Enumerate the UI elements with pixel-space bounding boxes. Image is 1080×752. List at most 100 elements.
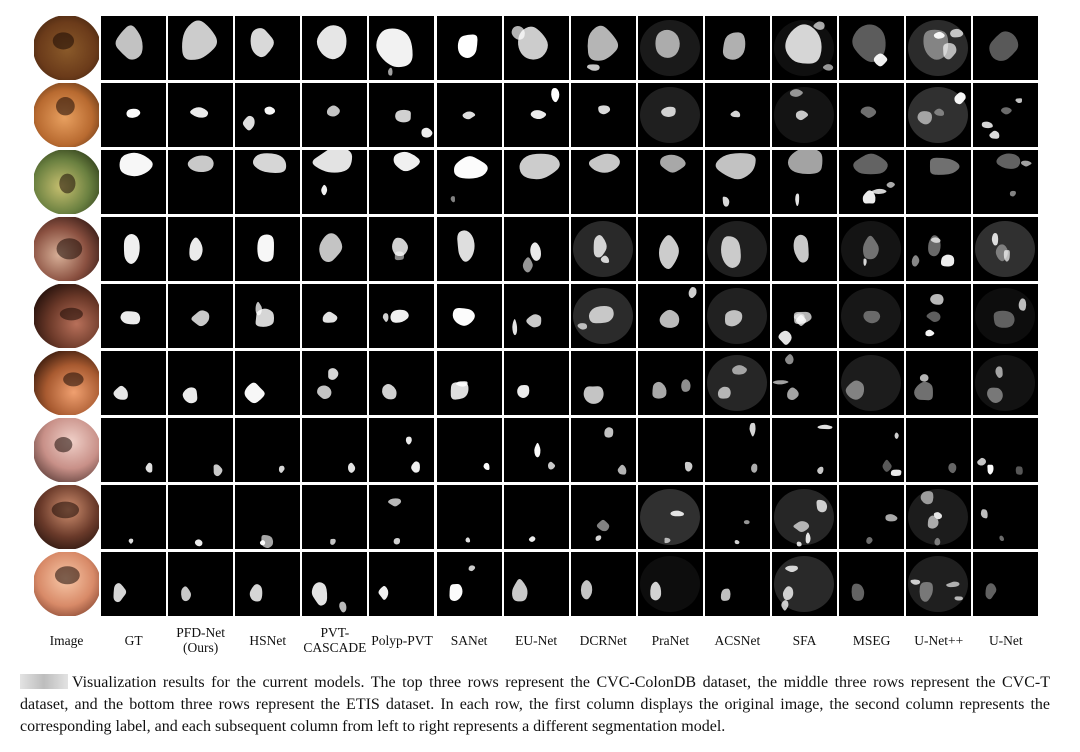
prediction-mask bbox=[503, 83, 569, 147]
caption-text: Visualization results for the current mo… bbox=[20, 674, 1050, 735]
prediction-mask bbox=[973, 485, 1039, 549]
endoscopy-image bbox=[34, 351, 99, 415]
prediction-mask bbox=[235, 485, 301, 549]
prediction-mask bbox=[973, 284, 1039, 348]
column-label: Polyp-PVT bbox=[371, 632, 433, 648]
prediction-mask bbox=[168, 552, 234, 616]
prediction-mask bbox=[906, 418, 972, 482]
prediction-mask bbox=[839, 351, 905, 415]
prediction-mask bbox=[637, 16, 703, 80]
endoscopy-image bbox=[34, 418, 99, 482]
prediction-mask bbox=[570, 351, 636, 415]
prediction-mask bbox=[503, 16, 569, 80]
prediction-mask bbox=[369, 418, 435, 482]
prediction-mask bbox=[772, 418, 838, 482]
prediction-mask bbox=[906, 485, 972, 549]
prediction-mask bbox=[168, 150, 234, 214]
prediction-mask bbox=[906, 351, 972, 415]
prediction-mask bbox=[503, 284, 569, 348]
column-label: SFA bbox=[792, 632, 817, 648]
column-label: ACSNet bbox=[714, 632, 761, 648]
prediction-mask bbox=[503, 418, 569, 482]
prediction-mask bbox=[570, 217, 636, 281]
prediction-mask bbox=[704, 83, 770, 147]
prediction-mask bbox=[839, 16, 905, 80]
prediction-mask bbox=[369, 351, 435, 415]
prediction-mask bbox=[839, 418, 905, 482]
prediction-mask bbox=[302, 552, 368, 616]
prediction-mask bbox=[235, 16, 301, 80]
prediction-mask bbox=[570, 16, 636, 80]
prediction-mask bbox=[637, 217, 703, 281]
prediction-mask bbox=[704, 351, 770, 415]
prediction-mask bbox=[369, 150, 435, 214]
prediction-mask bbox=[503, 485, 569, 549]
prediction-mask bbox=[168, 284, 234, 348]
endoscopy-image bbox=[34, 485, 99, 549]
prediction-mask bbox=[570, 552, 636, 616]
ground-truth-mask bbox=[101, 351, 167, 415]
prediction-mask bbox=[772, 16, 838, 80]
prediction-mask bbox=[235, 284, 301, 348]
prediction-mask bbox=[772, 351, 838, 415]
prediction-mask bbox=[302, 83, 368, 147]
prediction-mask bbox=[503, 217, 569, 281]
prediction-mask bbox=[436, 485, 502, 549]
prediction-mask bbox=[973, 418, 1039, 482]
ground-truth-mask bbox=[101, 552, 167, 616]
prediction-mask bbox=[235, 150, 301, 214]
ground-truth-mask bbox=[101, 16, 167, 80]
prediction-mask bbox=[436, 418, 502, 482]
prediction-mask bbox=[168, 485, 234, 549]
prediction-mask bbox=[704, 217, 770, 281]
prediction-mask bbox=[302, 418, 368, 482]
column-label: GT bbox=[124, 632, 143, 648]
figure-caption: Visualization results for the current mo… bbox=[20, 672, 1050, 738]
prediction-mask bbox=[772, 83, 838, 147]
prediction-mask bbox=[772, 485, 838, 549]
prediction-mask bbox=[369, 83, 435, 147]
prediction-mask bbox=[436, 284, 502, 348]
prediction-mask bbox=[637, 485, 703, 549]
prediction-mask bbox=[503, 150, 569, 214]
prediction-mask bbox=[369, 552, 435, 616]
prediction-mask bbox=[436, 217, 502, 281]
prediction-mask bbox=[704, 150, 770, 214]
prediction-mask bbox=[906, 83, 972, 147]
ground-truth-mask bbox=[101, 284, 167, 348]
prediction-mask bbox=[637, 552, 703, 616]
column-label: SANet bbox=[450, 632, 488, 648]
prediction-mask bbox=[570, 418, 636, 482]
column-label: PraNet bbox=[651, 632, 690, 648]
prediction-mask bbox=[436, 552, 502, 616]
prediction-mask bbox=[704, 284, 770, 348]
prediction-mask bbox=[168, 16, 234, 80]
prediction-mask bbox=[839, 552, 905, 616]
prediction-mask bbox=[436, 150, 502, 214]
prediction-mask bbox=[369, 16, 435, 80]
prediction-mask bbox=[235, 552, 301, 616]
prediction-mask bbox=[302, 217, 368, 281]
column-label: DCRNet bbox=[579, 632, 627, 648]
endoscopy-image bbox=[34, 217, 99, 281]
prediction-mask bbox=[973, 351, 1039, 415]
prediction-mask bbox=[302, 284, 368, 348]
ground-truth-mask bbox=[101, 150, 167, 214]
prediction-mask bbox=[436, 83, 502, 147]
prediction-mask bbox=[839, 284, 905, 348]
column-label: PVT- CASCADE bbox=[303, 625, 367, 655]
prediction-mask bbox=[839, 150, 905, 214]
prediction-mask bbox=[235, 217, 301, 281]
prediction-mask bbox=[637, 351, 703, 415]
prediction-mask bbox=[570, 150, 636, 214]
prediction-mask bbox=[973, 217, 1039, 281]
endoscopy-image bbox=[34, 83, 99, 147]
prediction-mask bbox=[570, 83, 636, 147]
prediction-mask bbox=[704, 16, 770, 80]
prediction-mask bbox=[839, 83, 905, 147]
endoscopy-image bbox=[34, 16, 99, 80]
prediction-mask bbox=[704, 552, 770, 616]
prediction-mask bbox=[973, 150, 1039, 214]
prediction-mask bbox=[704, 485, 770, 549]
